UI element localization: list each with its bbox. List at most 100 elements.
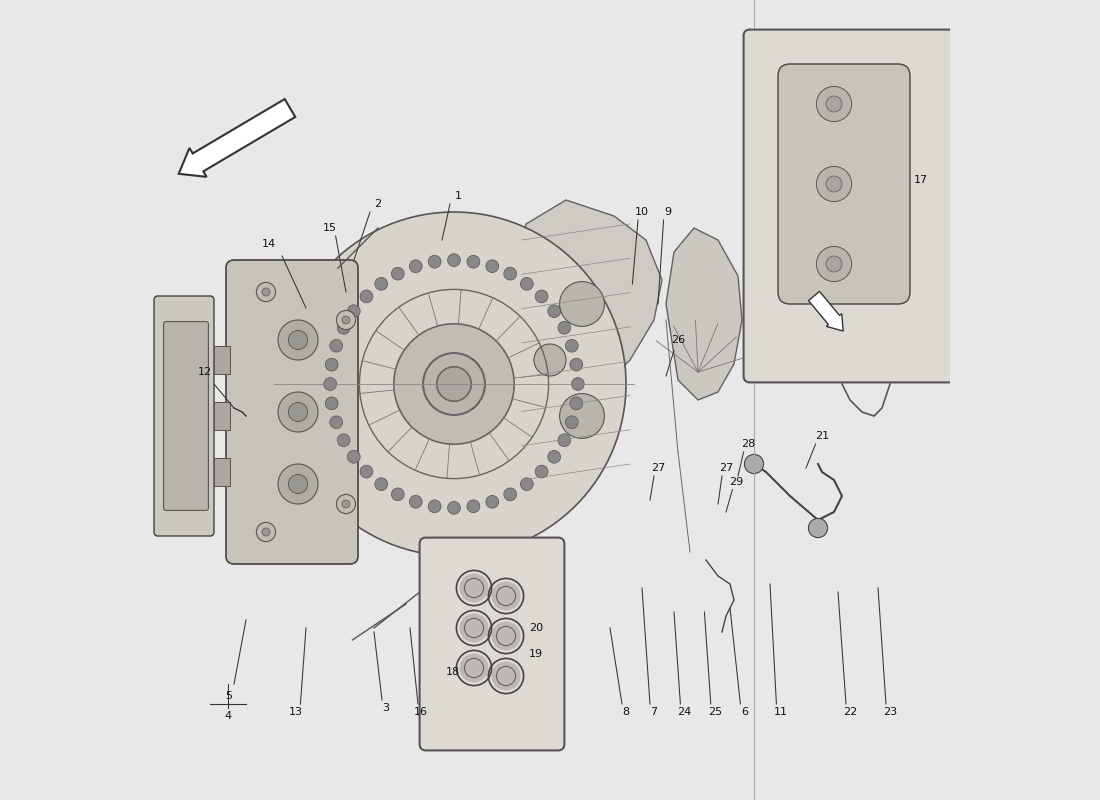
Circle shape	[409, 260, 422, 273]
Text: 29: 29	[729, 477, 744, 486]
FancyBboxPatch shape	[778, 64, 910, 304]
Text: 4: 4	[224, 711, 232, 721]
Circle shape	[492, 662, 520, 690]
Circle shape	[565, 339, 579, 352]
Circle shape	[460, 654, 488, 682]
Text: 9: 9	[664, 207, 671, 217]
Text: 19: 19	[528, 649, 542, 658]
Circle shape	[394, 324, 514, 444]
Text: 5: 5	[224, 691, 232, 701]
Circle shape	[520, 278, 534, 290]
Circle shape	[565, 416, 579, 429]
Circle shape	[326, 358, 338, 371]
Text: 3: 3	[383, 703, 389, 713]
Circle shape	[288, 330, 308, 350]
Circle shape	[278, 392, 318, 432]
Circle shape	[262, 528, 270, 536]
Circle shape	[256, 282, 276, 302]
Polygon shape	[666, 228, 743, 400]
FancyArrow shape	[178, 99, 295, 177]
Text: 2: 2	[374, 199, 382, 209]
Circle shape	[816, 166, 851, 202]
Circle shape	[437, 366, 471, 402]
Circle shape	[342, 500, 350, 508]
Circle shape	[360, 465, 373, 478]
Circle shape	[375, 278, 387, 290]
Circle shape	[745, 454, 763, 474]
Text: 24: 24	[678, 707, 692, 717]
Text: 20: 20	[529, 623, 543, 633]
Circle shape	[536, 290, 548, 303]
Circle shape	[826, 96, 842, 112]
Circle shape	[492, 622, 520, 650]
FancyBboxPatch shape	[744, 30, 960, 382]
Circle shape	[342, 316, 350, 324]
Text: 16: 16	[414, 707, 428, 717]
Bar	[214, 458, 230, 486]
Circle shape	[428, 500, 441, 513]
Circle shape	[816, 86, 851, 122]
Circle shape	[816, 246, 851, 282]
Circle shape	[288, 474, 308, 494]
Circle shape	[486, 495, 498, 508]
Circle shape	[337, 494, 355, 514]
Circle shape	[536, 465, 548, 478]
Circle shape	[278, 464, 318, 504]
Circle shape	[548, 305, 561, 318]
Text: 8: 8	[623, 707, 629, 717]
Circle shape	[558, 322, 571, 334]
Circle shape	[392, 267, 404, 280]
Text: 10: 10	[635, 207, 649, 217]
Circle shape	[560, 394, 604, 438]
Circle shape	[520, 478, 534, 490]
Text: 14: 14	[262, 239, 275, 249]
Text: 12: 12	[197, 367, 211, 377]
Circle shape	[448, 502, 461, 514]
Circle shape	[558, 434, 571, 446]
Text: 15: 15	[323, 223, 337, 233]
Circle shape	[330, 339, 342, 352]
Circle shape	[282, 212, 626, 556]
Text: 13: 13	[288, 707, 302, 717]
Text: 1: 1	[454, 191, 462, 201]
Circle shape	[460, 574, 488, 602]
Circle shape	[348, 305, 360, 318]
Circle shape	[375, 478, 387, 490]
Circle shape	[448, 254, 461, 266]
Circle shape	[570, 358, 583, 371]
FancyArrow shape	[808, 291, 844, 331]
Circle shape	[548, 450, 561, 463]
Circle shape	[278, 320, 318, 360]
Text: 27: 27	[719, 463, 733, 473]
Circle shape	[288, 402, 308, 422]
Circle shape	[409, 495, 422, 508]
FancyBboxPatch shape	[164, 322, 208, 510]
Circle shape	[338, 322, 350, 334]
FancyBboxPatch shape	[419, 538, 564, 750]
Circle shape	[338, 434, 350, 446]
Circle shape	[428, 255, 441, 268]
FancyBboxPatch shape	[226, 260, 358, 564]
Circle shape	[560, 282, 604, 326]
Text: 21: 21	[815, 431, 829, 441]
Circle shape	[424, 353, 485, 415]
Circle shape	[492, 582, 520, 610]
Circle shape	[486, 260, 498, 273]
Text: 25: 25	[707, 707, 722, 717]
Circle shape	[504, 488, 517, 501]
Circle shape	[534, 344, 566, 376]
Circle shape	[360, 290, 373, 303]
Circle shape	[468, 255, 480, 268]
Circle shape	[262, 288, 270, 296]
Circle shape	[392, 488, 404, 501]
Text: 27: 27	[651, 463, 666, 473]
Circle shape	[348, 450, 360, 463]
Circle shape	[504, 267, 517, 280]
Text: 26: 26	[671, 335, 685, 345]
Circle shape	[826, 176, 842, 192]
Text: 7: 7	[650, 707, 658, 717]
Circle shape	[326, 397, 338, 410]
Bar	[214, 346, 230, 374]
Circle shape	[330, 416, 342, 429]
Circle shape	[808, 518, 827, 538]
